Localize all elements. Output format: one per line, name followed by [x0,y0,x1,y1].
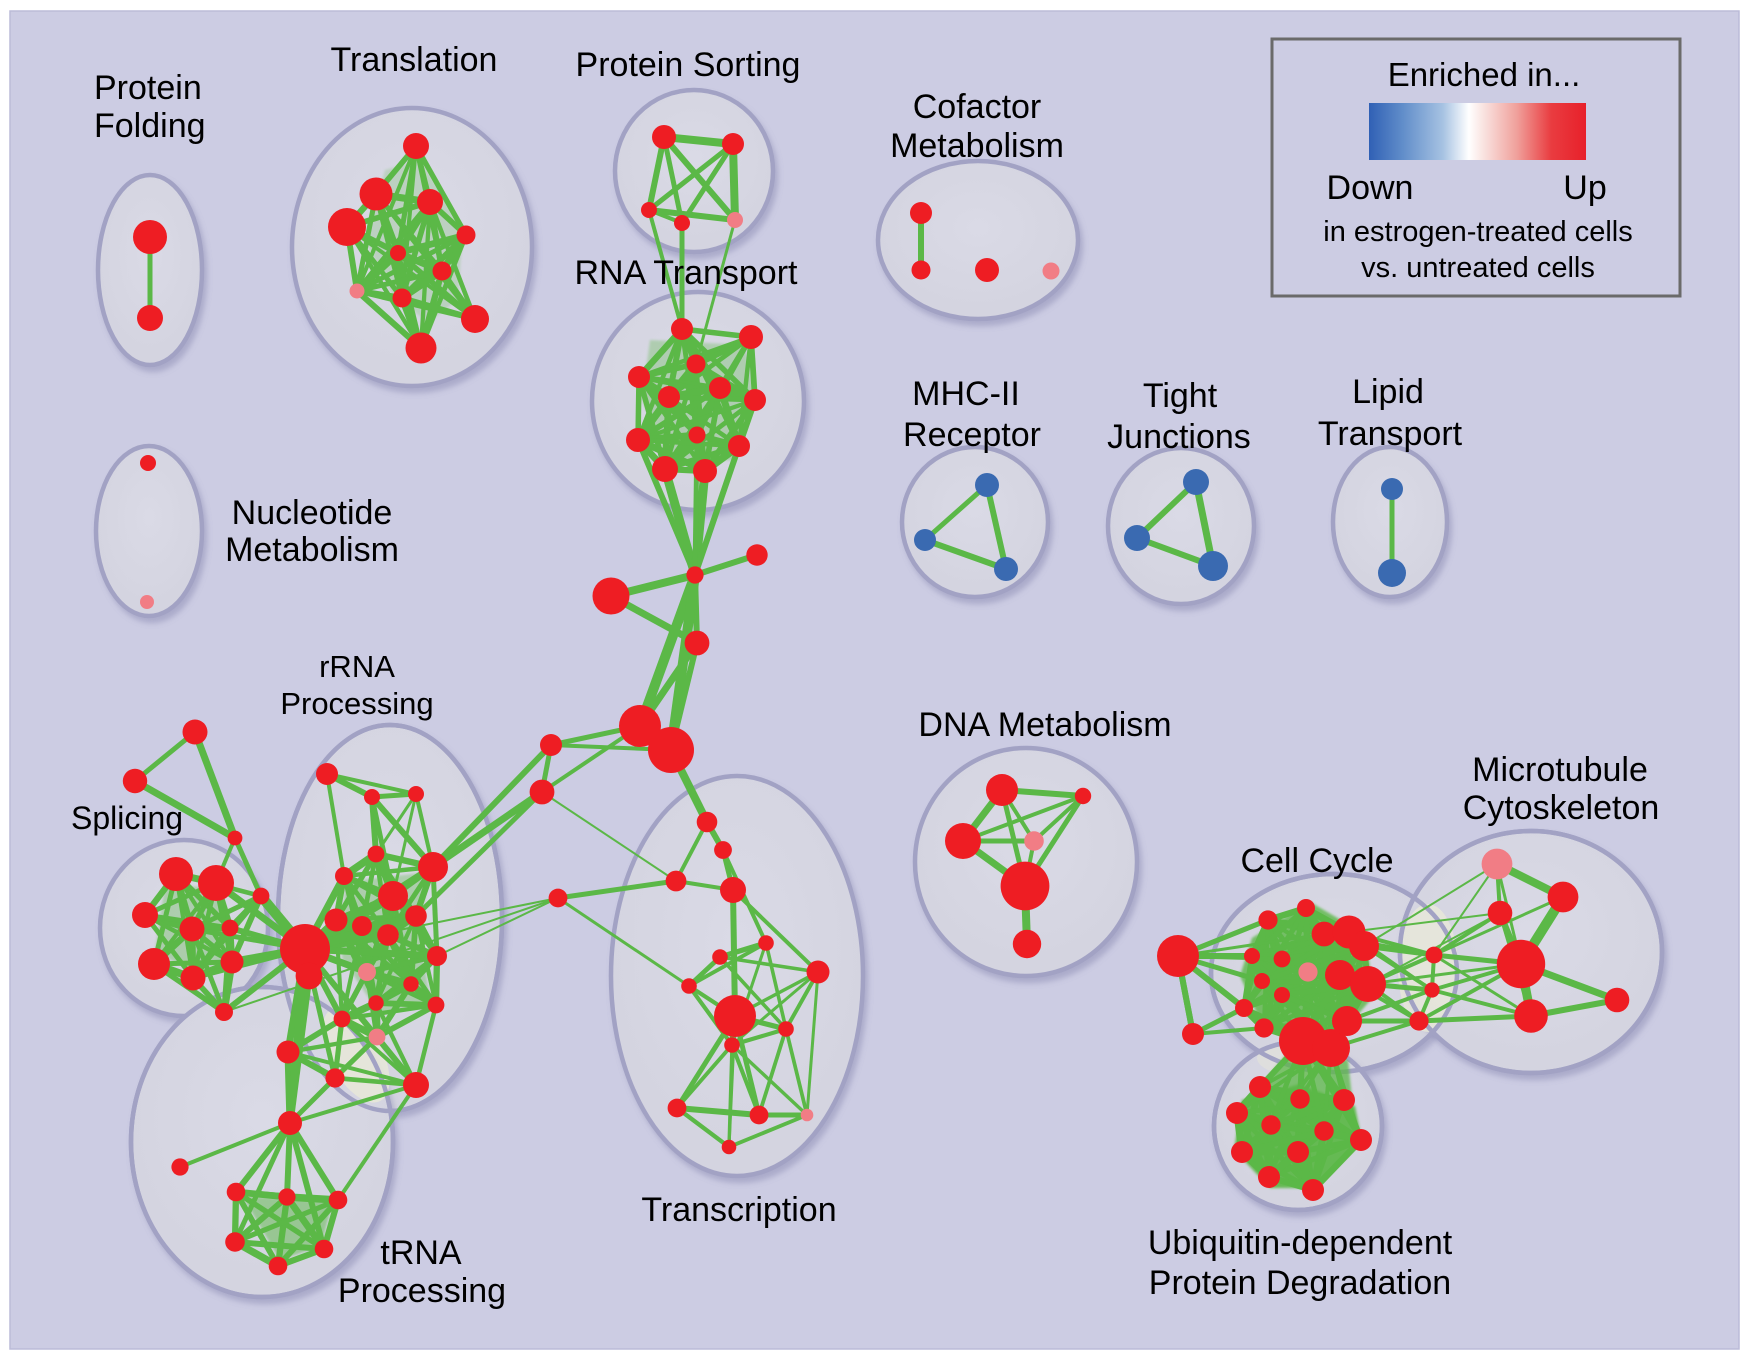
svg-text:Splicing: Splicing [71,800,183,836]
svg-text:Up: Up [1563,169,1606,207]
svg-text:Protein Sorting: Protein Sorting [576,46,801,84]
svg-text:Protein: Protein [94,69,202,107]
svg-text:Cytoskeleton: Cytoskeleton [1463,789,1660,827]
svg-text:tRNA: tRNA [380,1234,462,1272]
svg-text:Transcription: Transcription [641,1191,836,1229]
svg-text:Junctions: Junctions [1107,418,1251,456]
svg-text:Down: Down [1327,169,1414,207]
svg-text:Metabolism: Metabolism [225,531,399,569]
svg-text:Tight: Tight [1143,377,1218,415]
svg-text:RNA Transport: RNA Transport [575,254,799,292]
svg-text:DNA Metabolism: DNA Metabolism [918,706,1171,744]
svg-text:Lipid: Lipid [1352,373,1424,411]
svg-text:Protein Degradation: Protein Degradation [1149,1264,1451,1302]
svg-text:Metabolism: Metabolism [890,127,1064,165]
svg-text:MHC-II: MHC-II [912,375,1020,413]
svg-text:Cofactor: Cofactor [913,88,1042,126]
svg-text:Processing: Processing [338,1272,506,1310]
svg-text:Transport: Transport [1318,415,1463,453]
svg-text:Nucleotide: Nucleotide [232,494,393,532]
svg-text:Enriched in...: Enriched in... [1388,56,1581,93]
svg-text:Cell Cycle: Cell Cycle [1240,842,1393,880]
svg-text:Translation: Translation [331,41,498,79]
svg-text:Microtubule: Microtubule [1472,751,1648,789]
svg-text:vs. untreated cells: vs. untreated cells [1361,252,1595,284]
svg-text:rRNA: rRNA [319,649,395,684]
svg-text:Folding: Folding [94,107,206,145]
svg-text:Receptor: Receptor [903,416,1041,454]
svg-text:Processing: Processing [280,686,433,721]
svg-text:Ubiquitin-dependent: Ubiquitin-dependent [1148,1224,1453,1262]
svg-text:in estrogen-treated cells: in estrogen-treated cells [1323,216,1633,248]
